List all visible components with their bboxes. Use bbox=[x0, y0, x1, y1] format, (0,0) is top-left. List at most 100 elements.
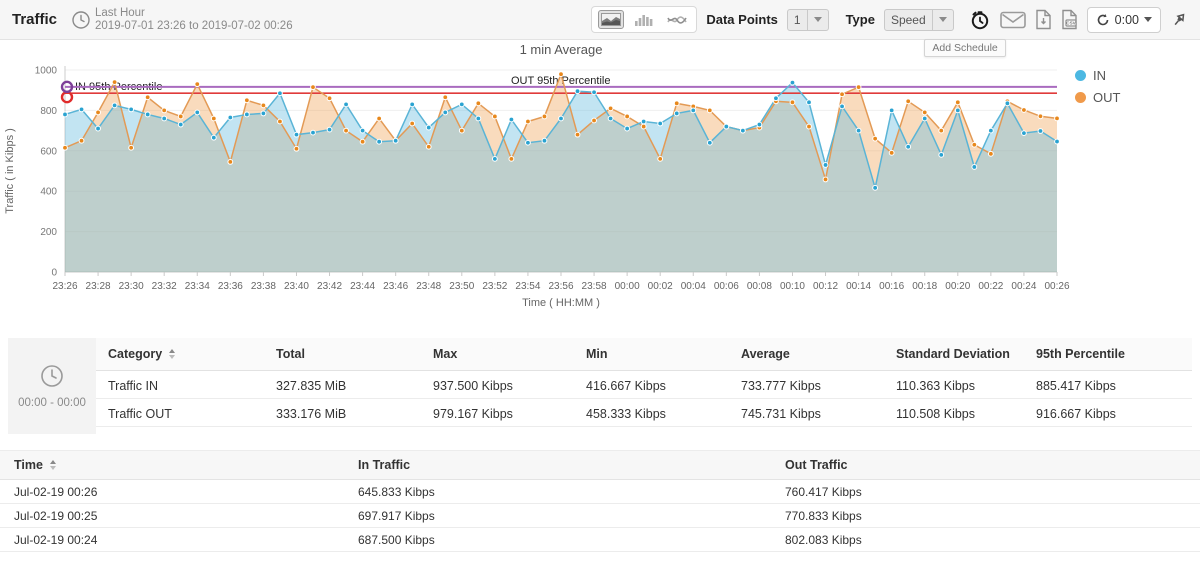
svg-text:23:42: 23:42 bbox=[317, 281, 342, 292]
svg-text:00:16: 00:16 bbox=[879, 281, 904, 292]
chart-type-group bbox=[591, 6, 698, 33]
stats-header-standard-deviation[interactable]: Standard Deviation bbox=[888, 347, 1028, 361]
legend-item-out[interactable]: OUT bbox=[1075, 90, 1120, 105]
point-in bbox=[789, 79, 796, 86]
stats-header-max[interactable]: Max bbox=[425, 347, 578, 361]
alarm-clock-icon bbox=[971, 10, 988, 29]
point-in bbox=[1021, 130, 1027, 137]
stats-cell: 885.417 Kibps bbox=[1036, 379, 1116, 393]
stats-cell: 333.176 MiB bbox=[276, 407, 347, 421]
sort-icon[interactable] bbox=[49, 460, 56, 470]
point-out bbox=[376, 115, 383, 122]
point-out bbox=[938, 127, 945, 134]
point-out bbox=[987, 150, 994, 157]
traffic-row: Jul-02-19 00:26 645.833 Kibps 760.417 Kibp… bbox=[0, 480, 1200, 504]
point-in bbox=[277, 90, 283, 97]
legend-item-in[interactable]: IN bbox=[1075, 68, 1120, 83]
traffic-cell: Jul-02-19 00:26 bbox=[14, 484, 98, 499]
point-in bbox=[739, 127, 746, 134]
point-in bbox=[177, 121, 184, 128]
refresh-icon bbox=[1097, 13, 1108, 25]
header-label: Out Traffic bbox=[785, 458, 848, 472]
type-select[interactable]: Speed bbox=[883, 8, 954, 31]
traffic-cell: 770.833 Kibps bbox=[785, 508, 862, 523]
point-in bbox=[458, 101, 465, 108]
svg-text:00:22: 00:22 bbox=[978, 281, 1003, 292]
svg-text:23:40: 23:40 bbox=[284, 281, 309, 292]
svg-text:00:24: 00:24 bbox=[1011, 281, 1036, 292]
point-in bbox=[161, 115, 168, 122]
point-in bbox=[243, 111, 250, 118]
point-out bbox=[706, 107, 713, 114]
export-csv-button[interactable]: CSV bbox=[1061, 9, 1078, 30]
stats-header-category[interactable]: Category bbox=[100, 347, 268, 361]
point-out bbox=[277, 118, 283, 125]
point-out bbox=[905, 98, 912, 105]
point-out bbox=[607, 105, 614, 112]
percentile-marker bbox=[60, 80, 74, 94]
traffic-header-in-traffic[interactable]: In Traffic bbox=[358, 458, 785, 472]
traffic-header-out-traffic[interactable]: Out Traffic bbox=[785, 458, 1200, 472]
svg-text:23:26: 23:26 bbox=[52, 281, 77, 292]
type-label: Type bbox=[845, 12, 875, 27]
traffic-row: Jul-02-19 00:25 697.917 Kibps 770.833 Kibp… bbox=[0, 504, 1200, 528]
svg-text:00:10: 00:10 bbox=[780, 281, 805, 292]
traffic-cell: 697.917 Kibps bbox=[358, 508, 435, 523]
x-axis-label: Time ( HH:MM ) bbox=[522, 297, 600, 309]
point-out bbox=[1021, 107, 1027, 113]
svg-text:23:30: 23:30 bbox=[119, 281, 144, 292]
chart-canvas[interactable]: 1 min Average 0 200 400 600 800 1000 23:26 23:28… bbox=[0, 40, 1200, 335]
period-label: Last Hour bbox=[95, 6, 145, 19]
point-in bbox=[326, 126, 333, 133]
stats-header-95th-percentile[interactable]: 95th Percentile bbox=[1028, 347, 1192, 361]
area-chart-button[interactable] bbox=[598, 10, 625, 29]
traffic-row: Jul-02-19 00:24 687.500 Kibps 802.083 Kibp… bbox=[0, 528, 1200, 552]
svg-text:1000: 1000 bbox=[35, 66, 58, 77]
point-out bbox=[425, 143, 432, 150]
point-out bbox=[822, 176, 829, 183]
point-out bbox=[442, 94, 449, 101]
export-pdf-button[interactable] bbox=[1035, 9, 1052, 30]
stats-header-total[interactable]: Total bbox=[268, 347, 425, 361]
point-in bbox=[954, 107, 961, 114]
add-schedule-button[interactable] bbox=[969, 9, 991, 31]
header-label: Average bbox=[741, 347, 790, 361]
point-out bbox=[872, 135, 879, 142]
chevron-down-icon bbox=[1144, 17, 1152, 22]
stats-header-min[interactable]: Min bbox=[578, 347, 733, 361]
pin-widget-button[interactable] bbox=[1170, 11, 1188, 29]
svg-text:00:06: 00:06 bbox=[714, 281, 739, 292]
svg-text:CSV: CSV bbox=[1066, 21, 1076, 26]
svg-text:23:50: 23:50 bbox=[449, 281, 474, 292]
point-in bbox=[508, 116, 515, 123]
line-chart-button[interactable] bbox=[664, 10, 690, 29]
data-points-select[interactable]: 1 bbox=[786, 8, 829, 31]
header-label: In Traffic bbox=[358, 458, 411, 472]
stats-header-average[interactable]: Average bbox=[733, 347, 888, 361]
svg-text:00:14: 00:14 bbox=[846, 281, 871, 292]
point-out bbox=[591, 117, 597, 124]
point-in bbox=[673, 110, 680, 117]
point-in bbox=[409, 101, 416, 108]
auto-refresh-select[interactable]: 0:00 bbox=[1086, 6, 1161, 33]
sort-icon[interactable] bbox=[169, 349, 176, 359]
bar-chart-button[interactable] bbox=[632, 10, 656, 29]
traffic-header-time[interactable]: Time bbox=[14, 458, 358, 472]
point-in bbox=[442, 109, 449, 116]
header-label: Max bbox=[433, 347, 458, 361]
email-report-button[interactable] bbox=[999, 10, 1026, 30]
point-out bbox=[673, 100, 680, 107]
point-in bbox=[723, 123, 730, 130]
chart-title: 1 min Average bbox=[520, 42, 603, 57]
point-out bbox=[971, 141, 978, 148]
point-out bbox=[177, 113, 184, 120]
divider bbox=[806, 9, 808, 30]
stats-cell: 745.731 Kibps bbox=[741, 407, 821, 421]
point-out bbox=[508, 155, 515, 162]
point-in bbox=[425, 124, 432, 131]
point-out bbox=[921, 109, 928, 116]
refresh-value: 0:00 bbox=[1114, 12, 1139, 27]
svg-text:23:48: 23:48 bbox=[416, 281, 441, 292]
point-out bbox=[806, 123, 812, 130]
stats-section: 00:00 - 00:00 Category Total Max Min Average… bbox=[8, 338, 1192, 434]
